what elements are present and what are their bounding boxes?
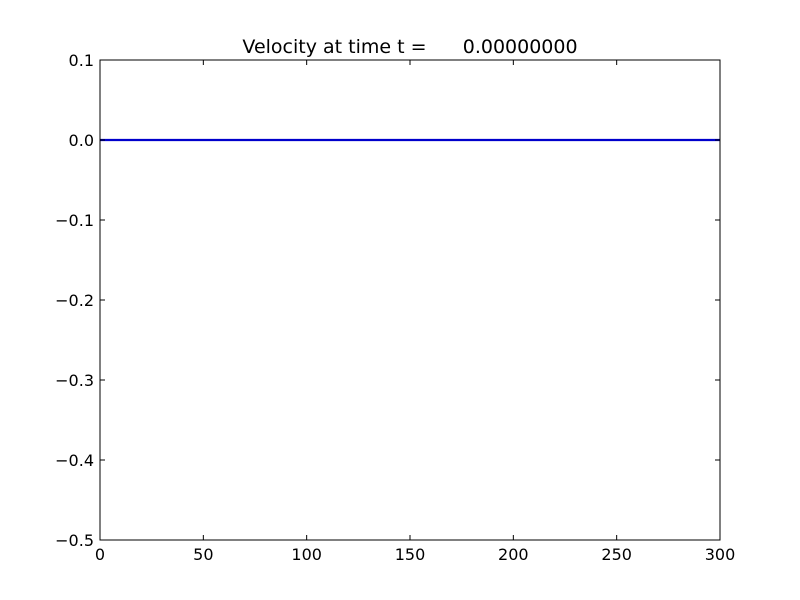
x-axis: 0 50 100 150 200 250 300 <box>95 60 735 564</box>
y-tick-label: 0.0 <box>69 131 94 150</box>
y-tick-label: −0.3 <box>55 371 94 390</box>
x-tick-label: 300 <box>705 545 736 564</box>
y-tick-label: −0.2 <box>55 291 94 310</box>
y-tick-label: −0.5 <box>55 531 94 550</box>
x-tick-label: 200 <box>498 545 529 564</box>
chart-title: Velocity at time t = 0.00000000 <box>242 36 577 58</box>
y-axis: 0.1 0.0 −0.1 −0.2 −0.3 −0.4 −0.5 <box>55 51 720 550</box>
x-tick-label: 0 <box>95 545 105 564</box>
x-tick-label: 100 <box>291 545 322 564</box>
x-tick-label: 50 <box>193 545 213 564</box>
y-tick-label: −0.1 <box>55 211 94 230</box>
y-tick-label: −0.4 <box>55 451 94 470</box>
x-tick-label: 250 <box>601 545 632 564</box>
y-tick-label: 0.1 <box>69 51 94 70</box>
x-tick-label: 150 <box>395 545 426 564</box>
